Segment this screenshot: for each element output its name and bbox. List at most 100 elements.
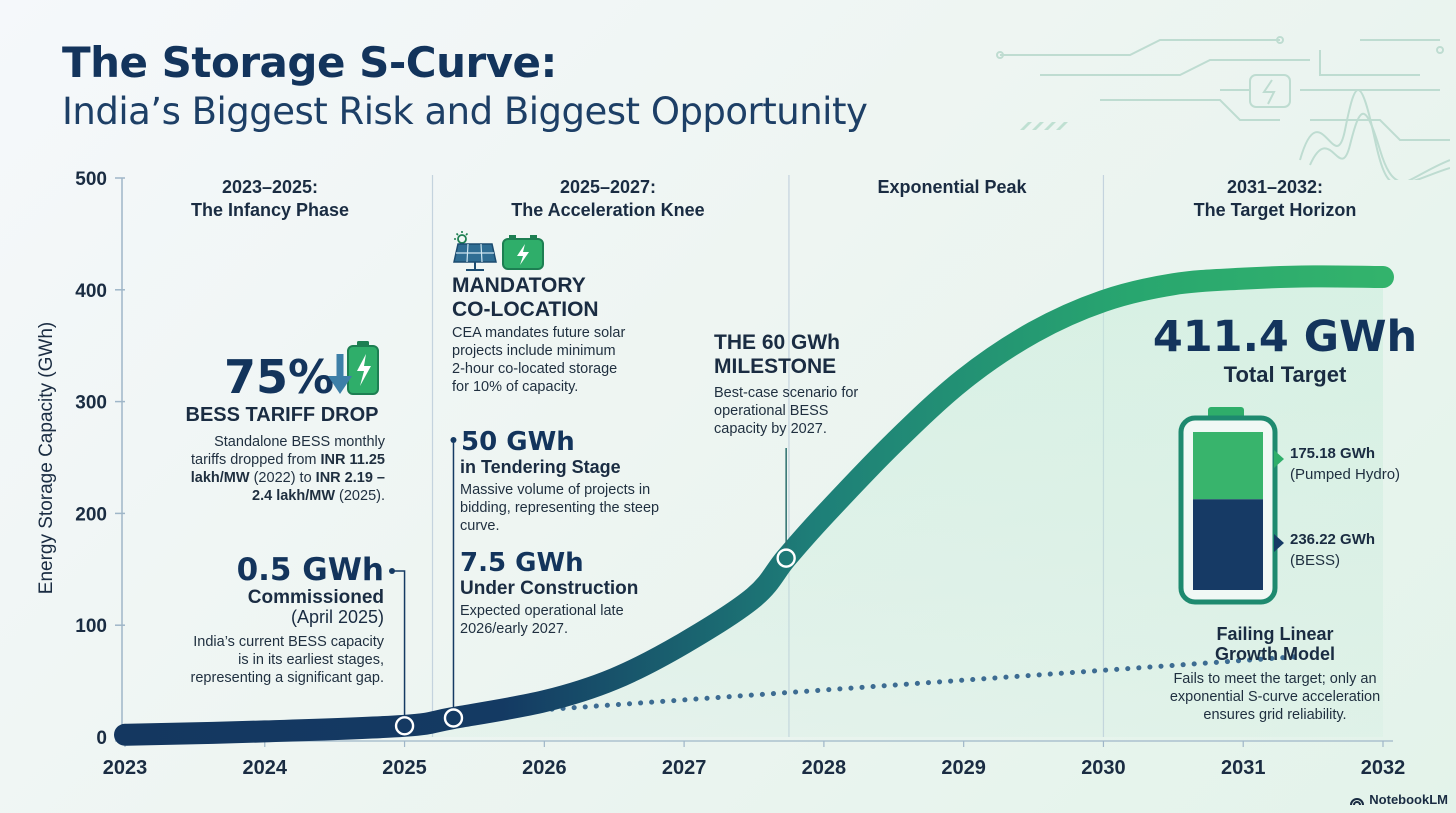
tendering-description: Massive volume of projects in bidding, r… [460, 481, 700, 535]
battery-pointer-icons [1274, 450, 1284, 552]
y-tick-label-200: 200 [75, 504, 107, 525]
linear-desc-1: Fails to meet the target; only an [1173, 671, 1377, 687]
colocation-heading: MANDATORY CO-LOCATION [452, 274, 599, 322]
milestone-desc-3: capacity by 2027. [714, 421, 827, 437]
curve-marker-2 [776, 548, 796, 568]
tendering-desc-3: curve. [460, 518, 500, 534]
tariff-text-2: tariffs dropped from [191, 452, 321, 468]
milestone-desc-2: operational BESS [714, 403, 829, 419]
x-tick-label-2026: 2026 [522, 757, 567, 779]
colocation-desc-2: projects include minimum [452, 343, 616, 359]
phase-acceleration-years: 2025–2027: [559, 177, 657, 197]
hydro-label: (Pumped Hydro) [1290, 466, 1401, 483]
linear-description: Fails to meet the target; only an expone… [1150, 670, 1400, 724]
phase-infancy-years: 2023–2025: [221, 177, 319, 197]
linear-heading: Failing Linear Growth Model [1150, 624, 1400, 664]
x-tick-label-2023: 2023 [103, 757, 148, 779]
x-tick-label-2029: 2029 [941, 757, 986, 779]
y-tick-label-0: 0 [96, 728, 107, 749]
hydro-pointer-icon [1274, 450, 1284, 468]
linear-desc-2: exponential S-curve acceleration [1169, 689, 1381, 705]
bess-label: (BESS) [1290, 552, 1341, 569]
construction-heading: Under Construction [460, 578, 639, 599]
y-tick-label-500: 500 [75, 169, 107, 190]
phase-target-label: The Target Horizon [1193, 200, 1357, 220]
commissioned-date: (April 2025) [290, 607, 384, 627]
colocation-description: CEA mandates future solar projects inclu… [452, 324, 672, 396]
colocation-desc-3: 2-hour co-located storage [452, 361, 618, 377]
solar-battery-icon [453, 231, 544, 271]
target-battery-icon [1178, 407, 1278, 605]
battery-down-icon [328, 341, 379, 395]
tariff-heading: BESS TARIFF DROP [185, 404, 379, 426]
x-tick-label-2030: 2030 [1081, 757, 1126, 779]
curve-marker-0 [394, 716, 415, 736]
x-tick-label-2024: 2024 [243, 757, 288, 779]
colocation-heading-2: CO-LOCATION [452, 298, 599, 321]
y-tick-label-300: 300 [75, 393, 107, 414]
tariff-old-unit: lakh/MW [190, 470, 250, 486]
phase-infancy-label: The Infancy Phase [190, 200, 350, 220]
bess-value: 236.22 GWh [1290, 531, 1376, 548]
page-title: The Storage S-Curve: [62, 38, 557, 87]
colocation-desc-4: for 10% of capacity. [452, 379, 579, 395]
page-subtitle: India’s Biggest Risk and Biggest Opportu… [62, 90, 868, 133]
linear-desc-3: ensures grid reliability. [1203, 707, 1347, 723]
milestone-description: Best-case scenario for operational BESS … [714, 384, 894, 438]
linear-heading-2: Growth Model [1215, 644, 1335, 664]
commissioned-description: India’s current BESS capacity is in its … [150, 633, 384, 687]
notebooklm-logo-icon [1350, 797, 1365, 805]
construction-description: Expected operational late 2026/early 202… [460, 602, 680, 638]
colocation-desc-1: CEA mandates future solar [452, 325, 626, 341]
tendering-desc-1: Massive volume of projects in [460, 482, 651, 498]
y-tick-label-100: 100 [75, 616, 107, 637]
x-tick-label-2025: 2025 [382, 757, 427, 779]
target-value: 411.4 GWh [1152, 312, 1418, 362]
y-tick-label-400: 400 [75, 281, 107, 302]
commissioned-desc-1: India’s current BESS capacity [193, 634, 384, 650]
phase-peak-label: Exponential Peak [877, 177, 1027, 197]
phase-acceleration: 2025–2027: The Acceleration Knee [458, 176, 758, 222]
battery-bess-segment [1193, 499, 1263, 590]
construction-value: 7.5 GWh [460, 548, 584, 578]
construction-desc-1: Expected operational late [460, 603, 624, 619]
y-axis-label: Energy Storage Capacity (GWh) [36, 322, 57, 594]
milestone-heading-1: THE 60 GWh [714, 331, 841, 354]
leader-dot-tendering [450, 437, 457, 443]
phase-acceleration-label: The Acceleration Knee [511, 200, 705, 220]
leader-dot-commissioned [389, 568, 395, 574]
tariff-text-4: (2025). [335, 488, 385, 504]
commissioned-desc-3: representing a significant gap. [190, 670, 384, 686]
phase-target: 2031–2032: The Target Horizon [1150, 176, 1400, 222]
tariff-text-1: Standalone BESS monthly [214, 434, 385, 450]
tariff-text-3: (2022) to [249, 470, 316, 486]
leader-commissioned [392, 570, 406, 717]
linear-heading-1: Failing Linear [1216, 624, 1334, 644]
commissioned-value: 0.5 GWh [236, 552, 384, 588]
tendering-desc-2: bidding, representing the steep [460, 500, 660, 516]
x-tick-label-2027: 2027 [662, 757, 707, 779]
x-tick-label-2031: 2031 [1221, 757, 1266, 779]
tariff-description: Standalone BESS monthly tariffs dropped … [165, 433, 385, 505]
x-tick-label-2028: 2028 [802, 757, 847, 779]
circuit-decoration-icon [996, 36, 1450, 180]
x-tick-label-2032: 2032 [1361, 757, 1406, 779]
tendering-heading: in Tendering Stage [460, 457, 621, 477]
phase-target-years: 2031–2032: [1226, 177, 1324, 197]
curve-marker-1 [443, 708, 464, 728]
tendering-value: 50 GWh [461, 427, 575, 457]
commissioned-heading: Commissioned [247, 587, 384, 608]
milestone-desc-1: Best-case scenario for [714, 385, 859, 401]
commissioned-desc-2: is in its earliest stages, [238, 652, 384, 668]
tariff-percent: 75% [224, 350, 335, 404]
construction-desc-2: 2026/early 2027. [460, 621, 569, 637]
watermark: NotebookLM [1349, 792, 1448, 807]
colocation-heading-1: MANDATORY [452, 274, 586, 297]
watermark-text: NotebookLM [1369, 792, 1448, 807]
linear-growth-line [471, 654, 1302, 718]
phase-infancy: 2023–2025: The Infancy Phase [150, 176, 390, 222]
battery-hydro-segment [1193, 432, 1263, 500]
tariff-old-price: INR 11.25 [320, 452, 386, 468]
